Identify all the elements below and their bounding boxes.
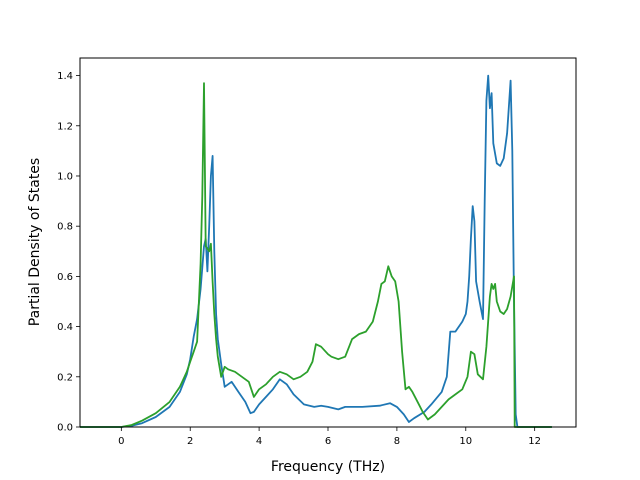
y-tick-label: 0.8	[57, 222, 73, 233]
plot-frame	[79, 57, 577, 428]
x-tick-label: 4	[256, 436, 262, 447]
y-tick-label: 0.0	[57, 423, 73, 434]
x-tick-label: 10	[459, 436, 472, 447]
y-tick-label: 1.0	[57, 171, 73, 182]
series-layer	[80, 74, 552, 428]
y-axis-label: Partial Density of States	[27, 158, 43, 326]
y-tick-label: 0.2	[57, 372, 73, 383]
y-tick-label: 1.2	[57, 121, 73, 132]
x-tick-label: 0	[118, 436, 124, 447]
tick-layer: 0 2 4 6 8 10 12 0.0 0.2 0.4 0.6 0.8 1.0 1.2 1.4	[57, 71, 541, 447]
series-line-2	[80, 82, 552, 428]
y-tick-label: 0.4	[57, 322, 73, 333]
x-tick-label: 2	[187, 436, 193, 447]
x-axis-label: Frequency (THz)	[271, 459, 385, 475]
x-tick-label: 12	[528, 436, 541, 447]
y-tick-label: 0.6	[57, 272, 73, 283]
y-tick-label: 1.4	[57, 71, 73, 82]
x-tick-label: 6	[325, 436, 331, 447]
x-tick-label: 8	[394, 436, 400, 447]
